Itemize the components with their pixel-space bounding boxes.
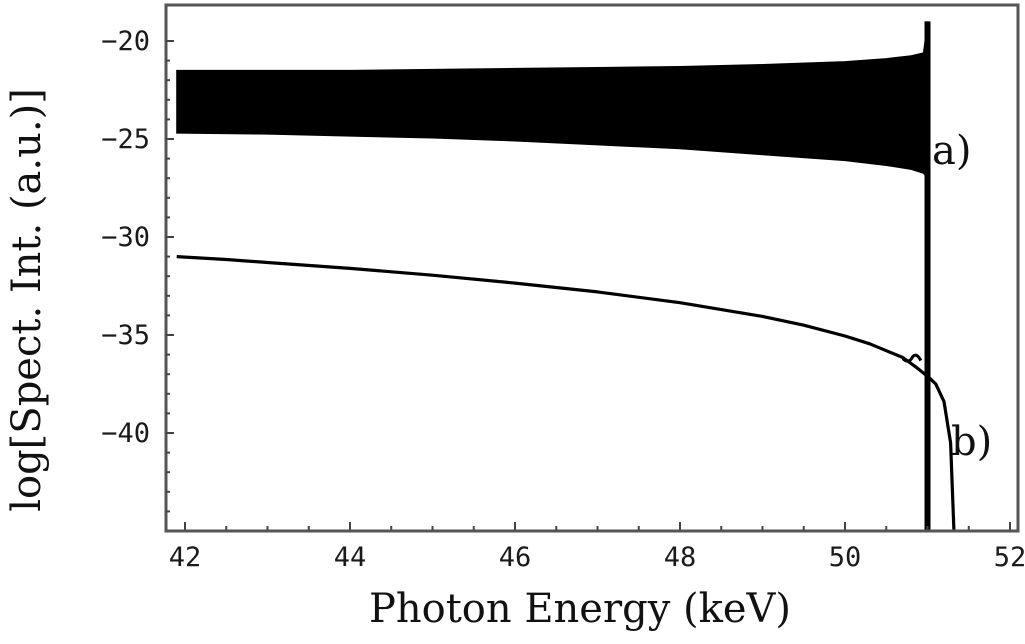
series-a-band <box>176 21 928 180</box>
y-tick-label: −25 <box>101 124 150 155</box>
series-b-label: b) <box>951 419 992 465</box>
x-tick-label: 46 <box>499 542 532 573</box>
y-tick-label: −30 <box>101 222 150 253</box>
x-tick-label: 52 <box>994 542 1025 573</box>
x-axis-title: Photon Energy (keV) <box>369 586 791 632</box>
x-tick-label: 44 <box>334 542 367 573</box>
x-tick-label: 50 <box>829 542 862 573</box>
x-axis-ticks: 42 44 46 48 50 52 <box>169 522 1025 573</box>
plot-frame <box>164 3 1020 533</box>
y-tick-label: −35 <box>101 320 150 351</box>
y-tick-label: −20 <box>101 26 150 57</box>
x-tick-label: 48 <box>664 542 697 573</box>
y-axis-ticks: −20 −25 −30 −35 −40 <box>101 26 174 513</box>
y-axis-title: log[Spect. Int. (a.u.)] <box>4 88 50 512</box>
series-a-label: a) <box>932 128 971 174</box>
x-tick-label: 42 <box>169 542 202 573</box>
series-b-line <box>176 255 956 531</box>
y-tick-label: −40 <box>101 418 150 449</box>
series-b-wiggle <box>901 353 923 363</box>
plot-area <box>176 21 956 531</box>
